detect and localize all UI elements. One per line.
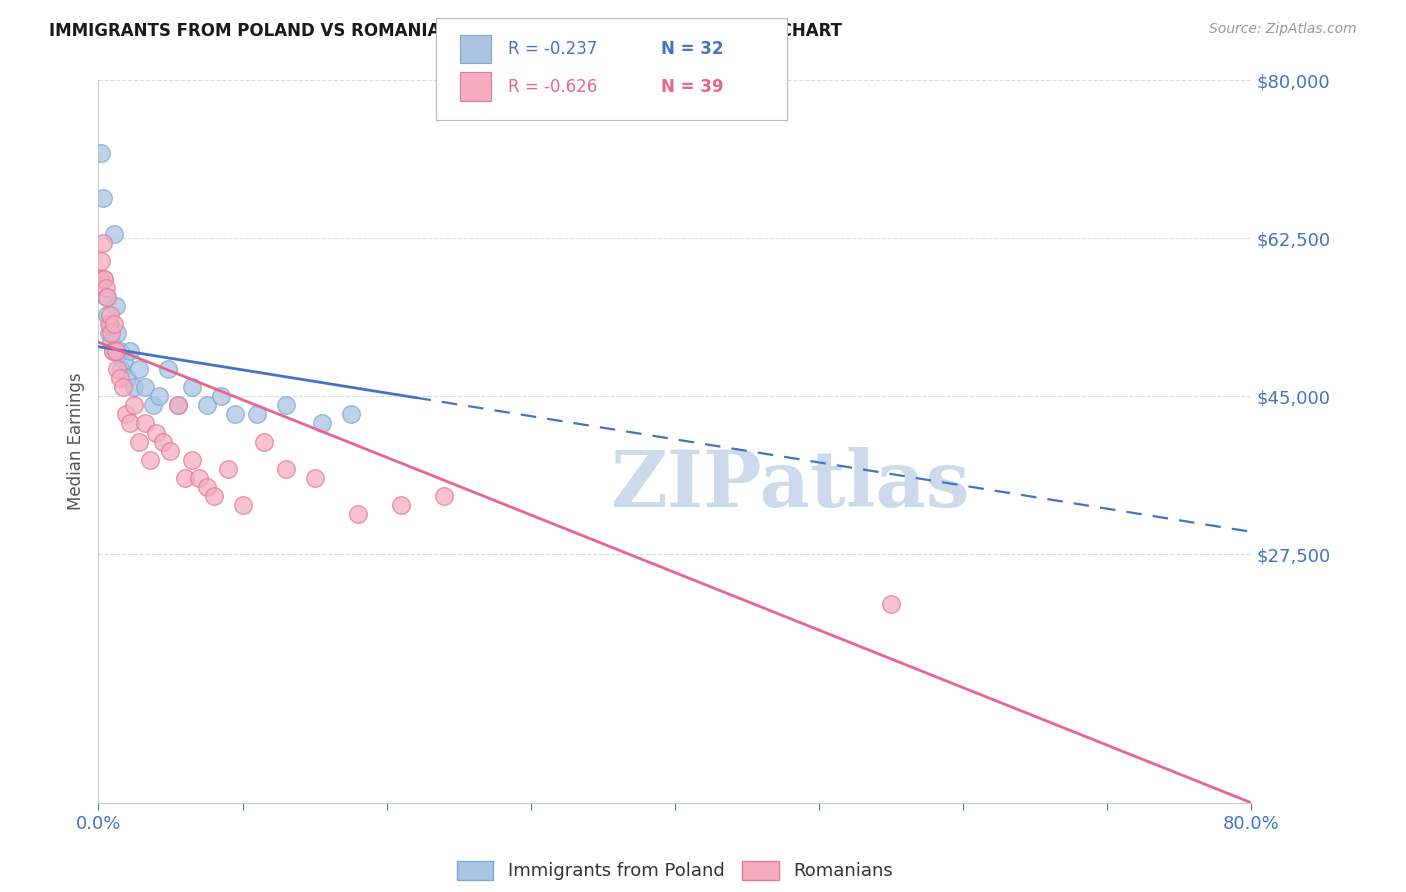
Text: IMMIGRANTS FROM POLAND VS ROMANIAN MEDIAN EARNINGS CORRELATION CHART: IMMIGRANTS FROM POLAND VS ROMANIAN MEDIA…: [49, 22, 842, 40]
Point: [231, 498, 254, 512]
Point: [246, 408, 269, 422]
Point: [433, 489, 456, 503]
Point: [188, 470, 211, 484]
Point: [166, 398, 188, 412]
Point: [100, 326, 122, 340]
Point: [124, 398, 146, 412]
Point: [108, 344, 131, 359]
Point: [101, 344, 124, 359]
Point: [105, 326, 128, 340]
Point: [89, 272, 111, 286]
Point: [181, 452, 204, 467]
Point: [105, 362, 128, 376]
Point: [114, 408, 136, 422]
Point: [117, 371, 139, 385]
Point: [91, 235, 114, 250]
Point: [304, 470, 326, 484]
Point: [389, 498, 412, 512]
Point: [145, 425, 167, 440]
Point: [209, 389, 232, 403]
Point: [346, 507, 368, 521]
Text: R = -0.237: R = -0.237: [508, 40, 598, 58]
Text: R = -0.626: R = -0.626: [508, 78, 596, 95]
Point: [181, 380, 204, 394]
Point: [202, 489, 225, 503]
Point: [103, 227, 125, 241]
Point: [94, 290, 117, 304]
Point: [217, 461, 239, 475]
Point: [159, 443, 181, 458]
Legend: Immigrants from Poland, Romanians: Immigrants from Poland, Romanians: [457, 861, 893, 880]
Point: [112, 353, 135, 368]
Point: [139, 452, 162, 467]
Point: [311, 417, 333, 431]
Point: [111, 380, 134, 394]
Point: [97, 326, 120, 340]
Text: Source: ZipAtlas.com: Source: ZipAtlas.com: [1209, 22, 1357, 37]
Point: [134, 417, 156, 431]
Point: [98, 317, 121, 331]
Point: [134, 380, 156, 394]
Point: [224, 408, 246, 422]
Point: [90, 253, 112, 268]
Point: [152, 434, 174, 449]
Point: [156, 362, 179, 376]
Point: [97, 317, 120, 331]
Point: [120, 344, 142, 359]
Point: [120, 417, 142, 431]
Point: [166, 398, 188, 412]
Point: [96, 290, 118, 304]
Point: [94, 281, 117, 295]
Point: [90, 145, 112, 160]
Point: [274, 398, 297, 412]
Point: [108, 371, 131, 385]
Point: [174, 470, 197, 484]
Point: [100, 335, 122, 350]
Point: [124, 380, 146, 394]
Point: [142, 398, 165, 412]
Point: [110, 362, 132, 376]
Point: [104, 299, 127, 313]
Point: [91, 191, 114, 205]
Point: [195, 398, 218, 412]
Point: [274, 461, 297, 475]
Text: N = 39: N = 39: [661, 78, 723, 95]
Y-axis label: Median Earnings: Median Earnings: [66, 373, 84, 510]
Text: ZIPatlas: ZIPatlas: [610, 447, 970, 523]
Point: [98, 308, 121, 322]
Point: [96, 308, 118, 322]
Point: [103, 317, 125, 331]
Point: [101, 344, 124, 359]
Point: [104, 344, 127, 359]
Point: [339, 408, 361, 422]
Point: [253, 434, 276, 449]
Point: [148, 389, 170, 403]
Point: [195, 480, 218, 494]
Point: [128, 434, 150, 449]
Text: N = 32: N = 32: [661, 40, 723, 58]
Point: [93, 272, 115, 286]
Point: [128, 362, 150, 376]
Point: [93, 272, 115, 286]
Point: [880, 597, 903, 611]
